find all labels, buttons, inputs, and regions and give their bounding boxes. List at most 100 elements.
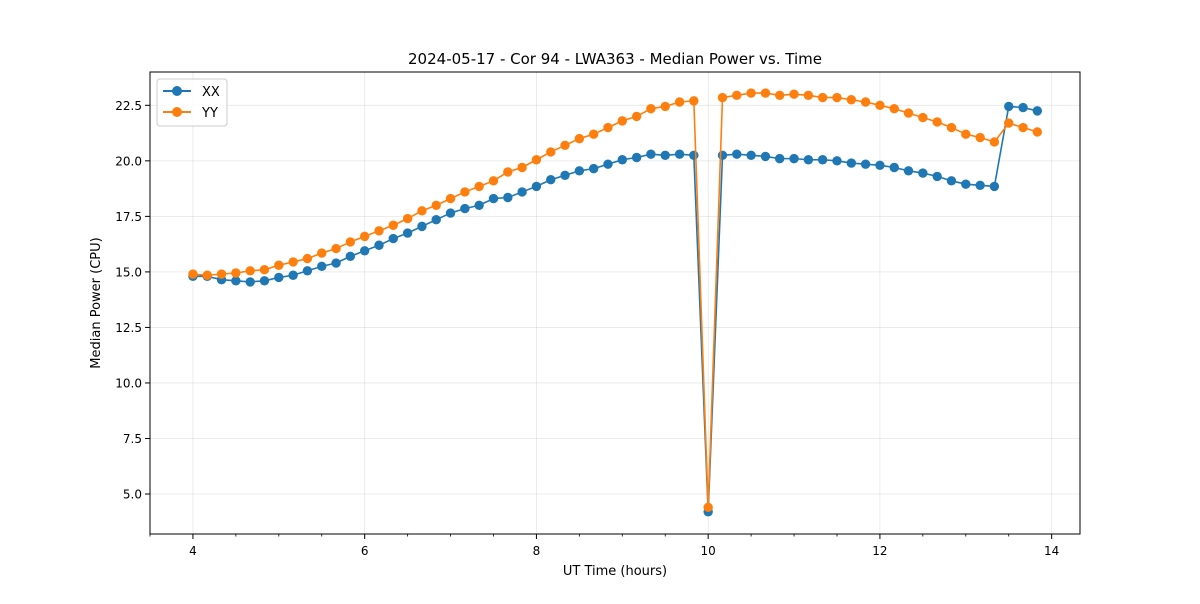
data-point-xx [932, 171, 942, 182]
data-point-yy [875, 100, 885, 111]
legend-label-xx: XX [202, 85, 220, 100]
data-point-xx [846, 158, 857, 168]
data-point-yy [517, 162, 527, 173]
data-point-yy [631, 111, 642, 122]
data-point-yy [803, 90, 814, 101]
data-point-xx [560, 170, 570, 180]
data-point-xx [374, 240, 384, 250]
data-point-yy [288, 257, 298, 267]
data-point-yy [231, 268, 241, 278]
data-point-yy [817, 92, 828, 103]
data-point-xx [889, 162, 899, 173]
data-point-xx [259, 276, 270, 286]
x-tick-label: 10 [701, 544, 716, 558]
data-point-xx [903, 166, 914, 176]
data-point-xx [803, 155, 814, 165]
data-point-xx [989, 181, 1000, 192]
data-point-xx [302, 266, 313, 276]
legend: XX YY [156, 78, 228, 127]
data-point-xx [946, 176, 957, 186]
data-point-xx [817, 155, 828, 165]
data-point-yy [417, 206, 427, 216]
data-point-yy [503, 167, 513, 177]
data-point-xx [488, 193, 499, 204]
data-point-yy [188, 269, 198, 279]
x-tick-label: 8 [533, 544, 541, 558]
data-point-xx [760, 151, 771, 162]
series-yy [188, 88, 1043, 513]
data-point-xx [617, 155, 627, 165]
data-point-yy [302, 253, 313, 264]
data-point-yy [402, 213, 413, 224]
data-point-yy [603, 122, 613, 133]
data-point-yy [918, 112, 928, 123]
data-point-yy [689, 96, 699, 106]
grid-lines [150, 72, 1080, 534]
data-point-xx [231, 276, 241, 286]
data-point-yy [946, 122, 957, 133]
data-point-xx [417, 221, 427, 232]
data-point-xx [875, 160, 885, 170]
data-point-xx [402, 228, 413, 238]
data-series [188, 88, 1043, 517]
data-point-xx [274, 272, 284, 283]
data-point-yy [646, 103, 656, 114]
data-point-yy [317, 248, 327, 258]
data-point-yy [445, 193, 456, 204]
data-point-yy [903, 108, 914, 118]
y-tick-label: 5.0 [123, 488, 142, 502]
data-point-yy [374, 226, 384, 236]
legend-label-yy: YY [201, 106, 218, 121]
data-point-yy [860, 97, 871, 107]
data-point-yy [1004, 118, 1014, 128]
data-point-xx [975, 180, 985, 190]
data-point-xx [245, 277, 255, 287]
data-point-yy [989, 137, 1000, 147]
data-point-yy [703, 502, 713, 513]
data-point-xx [689, 150, 699, 160]
data-point-xx [574, 166, 585, 176]
data-point-yy [359, 231, 370, 242]
data-point-xx [746, 150, 756, 160]
data-point-yy [932, 117, 942, 127]
data-point-yy [1032, 127, 1043, 137]
legend-marker-xx [172, 86, 182, 96]
plot-frame [149, 71, 1081, 535]
y-tick-label: 15.0 [115, 265, 142, 279]
data-point-yy [574, 133, 585, 144]
y-tick-label: 20.0 [115, 154, 142, 168]
data-point-yy [889, 103, 899, 114]
data-point-xx [674, 149, 685, 159]
data-point-xx [789, 153, 799, 164]
data-point-yy [531, 155, 542, 165]
data-point-yy [789, 89, 799, 99]
data-point-yy [245, 266, 255, 276]
series-xx [188, 101, 1043, 517]
data-point-xx [431, 215, 441, 225]
data-point-yy [202, 270, 212, 280]
data-point-yy [660, 101, 670, 112]
data-point-xx [445, 208, 456, 218]
y-tick-label: 10.0 [115, 376, 142, 390]
data-point-yy [832, 92, 842, 103]
legend-marker-yy [172, 107, 182, 117]
x-tick-label: 4 [189, 544, 197, 558]
data-point-yy [431, 200, 441, 210]
data-point-xx [503, 192, 513, 203]
data-point-yy [760, 88, 771, 98]
data-point-xx [1032, 106, 1043, 116]
data-point-xx [646, 149, 656, 159]
data-point-yy [674, 97, 685, 107]
data-point-yy [274, 260, 284, 270]
data-point-xx [603, 159, 613, 169]
y-tick-label: 12.5 [115, 321, 142, 335]
y-tick-label: 7.5 [123, 432, 142, 446]
data-point-yy [975, 132, 985, 143]
data-point-yy [617, 116, 627, 126]
data-point-yy [589, 129, 599, 139]
data-point-xx [732, 149, 742, 159]
data-point-yy [961, 129, 971, 139]
y-tick-label: 17.5 [115, 210, 142, 224]
